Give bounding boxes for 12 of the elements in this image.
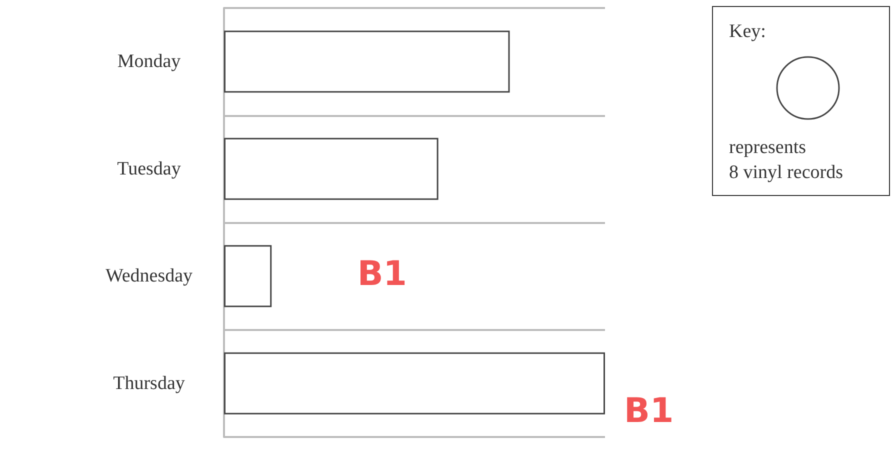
y-tick-label: Wednesday	[105, 266, 194, 287]
y-tick-label: Tuesday	[117, 158, 182, 180]
bar	[224, 30, 510, 93]
bar	[224, 138, 438, 200]
bar	[224, 245, 272, 308]
y-tick-label: Thursday	[113, 372, 186, 394]
bar	[224, 352, 605, 414]
y-tick-label: Monday	[117, 51, 182, 72]
text: Key:	[729, 21, 766, 43]
annotation: B1	[357, 254, 407, 294]
text: represents 8 vinyl records	[729, 136, 843, 185]
text: B1	[624, 391, 674, 432]
